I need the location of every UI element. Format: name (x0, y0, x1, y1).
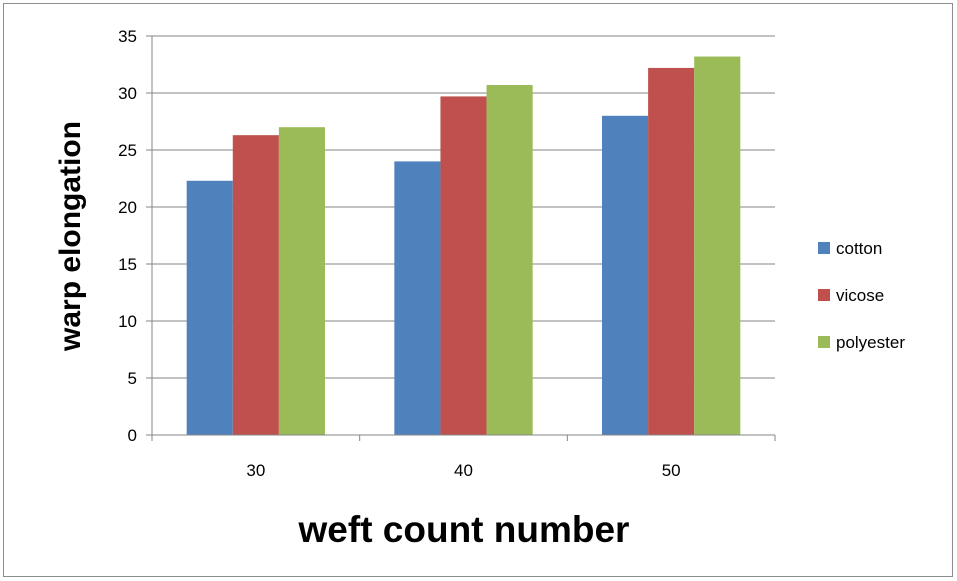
x-tick-label: 40 (454, 461, 473, 480)
y-tick-label: 20 (118, 198, 137, 217)
y-tick-label: 5 (128, 369, 137, 388)
bar-vicose-30 (232, 135, 279, 435)
y-tick-label: 0 (128, 426, 137, 445)
x-tick-label: 30 (246, 461, 265, 480)
legend-swatch-vicose (818, 289, 830, 301)
legend-swatch-polyester (818, 336, 830, 348)
bar-vicose-40 (440, 96, 487, 436)
legend-swatch-cotton (818, 242, 830, 254)
bars (186, 56, 741, 436)
bar-polyester-50 (694, 56, 741, 436)
legend-label-cotton: cotton (836, 239, 882, 258)
bar-polyester-40 (486, 85, 533, 436)
y-axis-title: warp elongation (54, 121, 87, 352)
bar-cotton-50 (602, 115, 649, 436)
axes (146, 35, 776, 441)
y-tick-label: 25 (118, 141, 137, 160)
legend: cotton vicose polyester (818, 239, 905, 352)
y-tick-label: 10 (118, 312, 137, 331)
bar-cotton-40 (394, 161, 441, 435)
y-tick-label: 35 (118, 27, 137, 46)
legend-label-vicose: vicose (836, 286, 884, 305)
bar-polyester-30 (278, 127, 325, 435)
y-tick-labels: 0 5 10 15 20 25 30 35 (118, 27, 137, 445)
bar-vicose-50 (648, 67, 695, 436)
y-tick-label: 15 (118, 255, 137, 274)
bar-cotton-30 (186, 180, 233, 435)
x-axis-title: weft count number (298, 509, 630, 550)
x-tick-labels: 30 40 50 (246, 461, 680, 480)
legend-label-polyester: polyester (836, 333, 905, 352)
y-tick-label: 30 (118, 84, 137, 103)
x-tick-label: 50 (662, 461, 681, 480)
